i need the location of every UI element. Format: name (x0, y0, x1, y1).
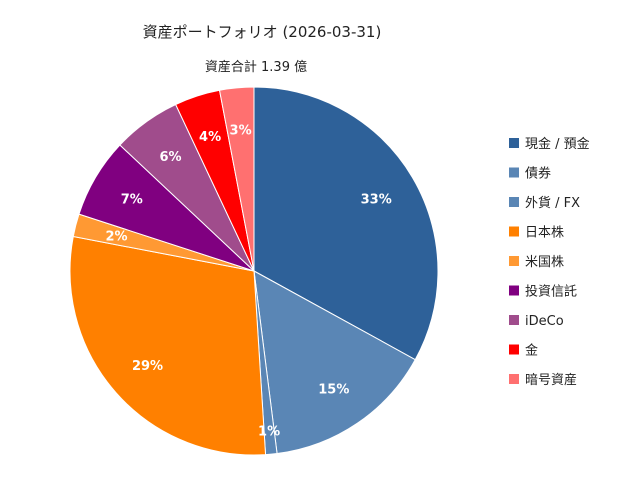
legend-swatch-8 (509, 374, 519, 384)
slice-label-1: 15% (318, 382, 349, 397)
legend-label-3: 日本株 (525, 226, 564, 241)
legend-swatch-7 (509, 344, 519, 355)
legend-label-0: 現金 / 預金 (525, 136, 590, 152)
legend-swatch-1 (509, 167, 519, 178)
legend-label-1: 債券 (525, 166, 551, 182)
pie-slice-labels: 33% 15% 1% 29% 2% 7% 6% 4% 3% (105, 124, 391, 440)
legend-swatch-4 (509, 256, 519, 266)
slice-label-2: 1% (258, 424, 280, 439)
slice-label-8: 3% (230, 124, 252, 139)
slice-label-3: 29% (132, 359, 163, 374)
legend-label-7: 金 (525, 343, 538, 359)
legend-swatch-0 (509, 138, 519, 148)
pie-slice-3 (69, 235, 267, 456)
slice-label-7: 4% (199, 130, 221, 145)
legend-label-5: 投資信託 (525, 284, 577, 300)
slice-label-6: 6% (159, 150, 181, 165)
chart-title: 資産ポートフォリオ (2026-03-31) (143, 23, 382, 41)
legend-swatch-6 (509, 315, 519, 325)
legend-swatch-3 (509, 226, 519, 237)
pie-slice-8 (218, 86, 255, 272)
slice-label-4: 2% (105, 230, 127, 245)
slice-label-0: 33% (361, 193, 392, 208)
legend-swatch-2 (509, 197, 519, 207)
chart-subtitle: 資産合計 1.39 億 (205, 59, 307, 75)
legend-label-2: 外貨 / FX (525, 195, 580, 211)
legend-swatch-5 (509, 285, 519, 296)
pie-slices (69, 86, 439, 456)
pie-slice-1 (253, 270, 416, 455)
legend-label-4: 米国株 (525, 255, 564, 270)
pie-slice-0 (253, 86, 439, 361)
slice-label-5: 7% (121, 193, 143, 208)
legend-label-6: iDeCo (525, 314, 564, 329)
legend-label-8: 暗号資産 (525, 372, 577, 388)
